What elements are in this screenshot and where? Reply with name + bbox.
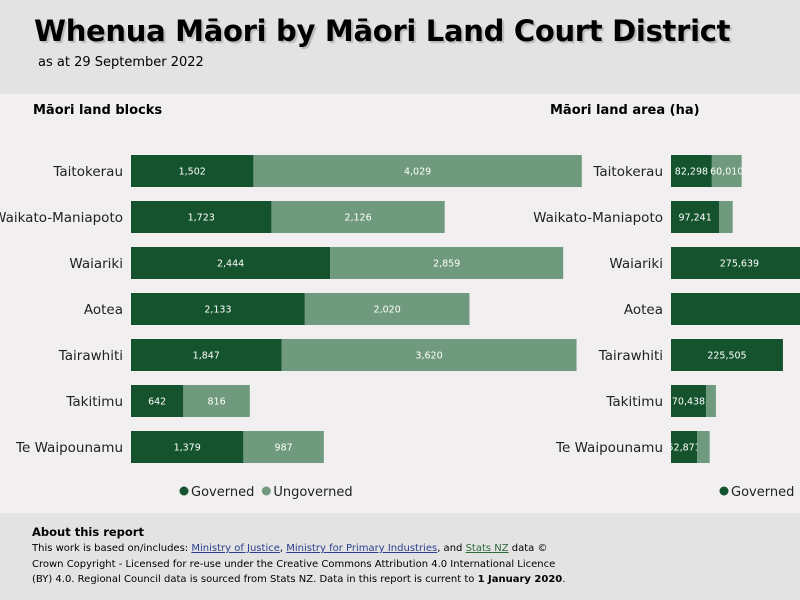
blocks-bar-governed-waikato-maniapoto[interactable]: [131, 201, 272, 233]
blocks-category-label-taitokerau: Taitokerau: [52, 164, 123, 180]
area-bar-governed-te-waipounamu[interactable]: [671, 431, 698, 463]
blocks-data-label-ungoverned-waiariki: 2,859: [433, 259, 460, 270]
area-bar-governed-waiariki[interactable]: [671, 247, 800, 279]
link-stats-nz[interactable]: Stats NZ: [465, 543, 509, 554]
area-bar-governed-aotea[interactable]: [671, 293, 800, 325]
link-ministry-of-justice[interactable]: Ministry of Justice: [191, 543, 280, 554]
area-bar-governed-takitimu[interactable]: [671, 385, 706, 417]
about-section: About this report This work is based on/…: [0, 513, 800, 600]
area-bar-governed-waikato-maniapoto[interactable]: [671, 201, 720, 233]
area-category-label-takitimu: Takitimu: [605, 394, 663, 410]
blocks-bar-governed-taitokerau[interactable]: [131, 155, 254, 187]
area-data-label-governed-tairawhiti: 225,505: [707, 351, 746, 362]
blocks-bar-ungoverned-aotea[interactable]: [304, 293, 470, 325]
blocks-bar-ungoverned-waikato-maniapoto[interactable]: [271, 201, 445, 233]
blocks-data-label-ungoverned-te-waipounamu: 987: [275, 443, 293, 454]
about-end: .: [562, 574, 566, 585]
area-bar-ungoverned-te-waipounamu[interactable]: [697, 431, 710, 463]
blocks-data-label-governed-te-waipounamu: 1,379: [174, 443, 201, 454]
area-category-label-te-waipounamu: Te Waipounamu: [555, 440, 663, 456]
blocks-chart-title: Māori land blocks: [33, 103, 162, 118]
blocks-data-label-governed-tairawhiti: 1,847: [193, 351, 220, 362]
report-subtitle: as at 29 September 2022: [38, 55, 204, 70]
blocks-category-label-te-waipounamu: Te Waipounamu: [15, 440, 123, 456]
blocks-legend-ungoverned-label: Ungoverned: [273, 485, 352, 500]
report-title: Whenua Māori by Māori Land Court Distric…: [34, 14, 731, 48]
blocks-category-label-waikato-maniapoto: Waikato-Maniapoto: [0, 210, 123, 226]
blocks-legend-governed-label: Governed: [191, 485, 254, 500]
blocks-data-label-ungoverned-waikato-maniapoto: 2,126: [344, 213, 371, 224]
blocks-category-label-waiariki: Waiariki: [69, 256, 123, 272]
area-chart-title: Māori land area (ha): [550, 103, 700, 118]
blocks-data-label-governed-takitimu: 642: [148, 397, 166, 408]
blocks-legend-governed-marker: [179, 486, 189, 496]
blocks-data-label-ungoverned-tairawhiti: 3,620: [415, 351, 442, 362]
area-data-label-ungoverned-taitokerau: 60,010: [710, 167, 743, 178]
blocks-bar-governed-waiariki[interactable]: [131, 247, 331, 279]
area-bar-ungoverned-waikato-maniapoto[interactable]: [719, 201, 733, 233]
area-bar-governed-tairawhiti[interactable]: [671, 339, 783, 371]
area-category-label-waiariki: Waiariki: [609, 256, 663, 272]
area-data-label-governed-taitokerau: 82,298: [675, 167, 708, 178]
about-date: 1 January 2020: [477, 574, 563, 585]
area-bar-ungoverned-takitimu[interactable]: [705, 385, 716, 417]
blocks-bar-governed-aotea[interactable]: [131, 293, 305, 325]
about-text: This work is based on/includes: Ministry…: [32, 541, 577, 588]
blocks-data-label-governed-waiariki: 2,444: [217, 259, 244, 270]
blocks-data-label-ungoverned-taitokerau: 4,029: [404, 167, 431, 178]
area-data-label-governed-waikato-maniapoto: 97,241: [679, 213, 712, 224]
about-sep1: ,: [279, 543, 287, 554]
about-intro: This work is based on/includes:: [32, 543, 192, 554]
blocks-data-label-governed-waikato-maniapoto: 1,723: [188, 213, 215, 224]
blocks-data-label-governed-taitokerau: 1,502: [179, 167, 206, 178]
blocks-bar-ungoverned-tairawhiti[interactable]: [281, 339, 577, 371]
blocks-data-label-governed-aotea: 2,133: [204, 305, 231, 316]
blocks-data-label-ungoverned-aotea: 2,020: [374, 305, 401, 316]
area-data-label-governed-takitimu: 70,438: [672, 397, 705, 408]
area-category-label-taitokerau: Taitokerau: [592, 164, 663, 180]
report-canvas: Māori land blocks Taitokerau 1,502 4,029 Wai…: [0, 94, 800, 513]
area-bar-ungoverned-taitokerau[interactable]: [711, 155, 742, 187]
area-category-label-aotea: Aotea: [624, 302, 663, 318]
area-legend-governed-marker: [719, 486, 729, 496]
blocks-category-label-tairawhiti: Tairawhiti: [58, 348, 123, 364]
area-legend-governed-label: Governed: [731, 485, 794, 500]
area-data-label-governed-te-waipounamu: 52,871: [667, 443, 700, 454]
area-bar-governed-taitokerau[interactable]: [671, 155, 712, 187]
blocks-bar-ungoverned-te-waipounamu[interactable]: [243, 431, 324, 463]
blocks-bar-governed-tairawhiti[interactable]: [131, 339, 282, 371]
blocks-category-label-aotea: Aotea: [84, 302, 123, 318]
area-data-label-governed-waiariki: 275,639: [720, 259, 759, 270]
area-category-label-tairawhiti: Tairawhiti: [598, 348, 663, 364]
about-sep2: , and: [437, 543, 466, 554]
about-heading: About this report: [32, 525, 144, 539]
blocks-bar-ungoverned-taitokerau[interactable]: [253, 155, 582, 187]
about-mid: data © Crown Copyright - Licensed for re…: [32, 543, 556, 585]
blocks-legend-ungoverned-marker: [261, 486, 271, 496]
link-ministry-primary-industries[interactable]: Ministry for Primary Industries: [286, 543, 438, 554]
blocks-bar-ungoverned-takitimu[interactable]: [183, 385, 250, 417]
blocks-data-label-ungoverned-takitimu: 816: [208, 397, 226, 408]
blocks-bar-ungoverned-waiariki[interactable]: [330, 247, 564, 279]
blocks-bar-governed-takitimu[interactable]: [131, 385, 184, 417]
charts-area: Māori land blocks Taitokerau 1,502 4,029 Wai…: [0, 103, 800, 500]
blocks-bar-governed-te-waipounamu[interactable]: [131, 431, 244, 463]
blocks-category-label-takitimu: Takitimu: [65, 394, 123, 410]
area-category-label-waikato-maniapoto: Waikato-Maniapoto: [533, 210, 663, 226]
report-header: Whenua Māori by Māori Land Court Distric…: [0, 0, 800, 94]
